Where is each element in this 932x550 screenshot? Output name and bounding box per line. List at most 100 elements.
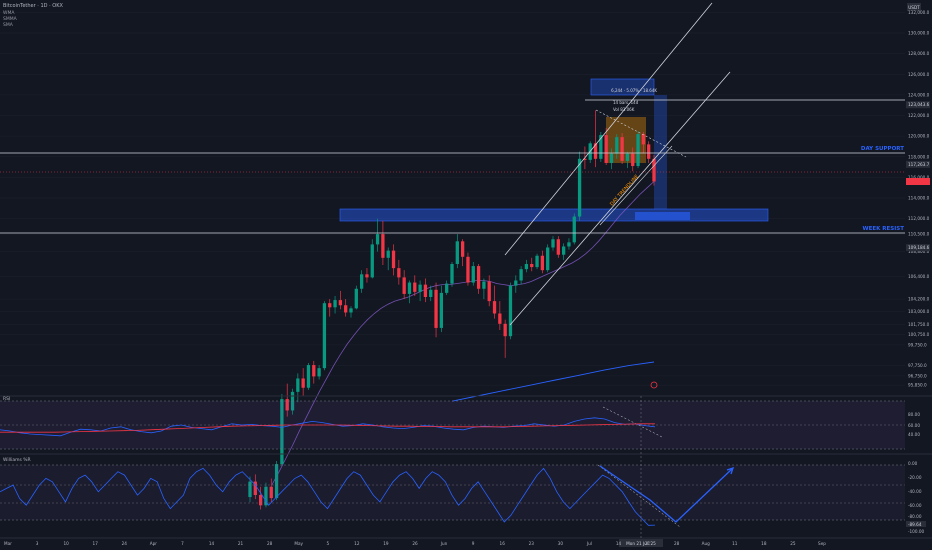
wr-arrow-head xyxy=(726,466,735,475)
wr-dashed-line[interactable] xyxy=(597,464,681,528)
candle-body xyxy=(450,264,454,284)
candle xyxy=(551,236,555,251)
cursor-date-badge xyxy=(619,539,663,547)
price-tick-label: 128,000.0 xyxy=(908,51,930,56)
time-tick-label: 26 xyxy=(412,541,418,546)
candle xyxy=(535,253,539,270)
channel-lower-line[interactable] xyxy=(509,71,731,326)
candle xyxy=(615,134,619,159)
rsi-pane: RSI 80.00 60.00 40.00 xyxy=(0,395,932,450)
candle xyxy=(386,247,390,271)
indicator-sma-label[interactable]: SMA xyxy=(3,22,14,28)
candle xyxy=(519,266,523,285)
candle xyxy=(540,250,545,274)
candle xyxy=(593,110,598,168)
williams-label[interactable]: Williams %R xyxy=(3,457,31,463)
candle xyxy=(599,132,603,162)
wr-projection-arrow[interactable] xyxy=(599,465,734,523)
candle-body xyxy=(492,301,497,314)
williams-line xyxy=(0,467,656,526)
candle-body xyxy=(344,305,348,313)
wr-last-value: -89.64 xyxy=(908,522,922,527)
candle xyxy=(609,148,614,170)
candle xyxy=(636,130,640,169)
price-tick-label: 99,750.0 xyxy=(908,342,927,347)
candle-body xyxy=(386,250,390,258)
descending-line[interactable] xyxy=(595,109,687,158)
wr-tick-80: -80.00 xyxy=(908,514,922,519)
price-axis[interactable]: USDT 132,000.0 130,000.0 128,000.0 126,000.… xyxy=(905,0,932,396)
candle xyxy=(402,270,406,300)
price-marker xyxy=(906,178,930,185)
price-marker-label: 109,184.6 xyxy=(908,245,930,250)
indicator-wma-label[interactable]: WMA xyxy=(3,10,15,16)
measure-zone-top[interactable] xyxy=(590,78,655,96)
time-tick-label: Aug xyxy=(702,541,711,546)
rsi-line xyxy=(0,417,656,437)
candle-body xyxy=(280,399,284,465)
candle xyxy=(508,282,513,340)
currency-badge[interactable] xyxy=(907,3,921,11)
candle-body xyxy=(561,246,566,255)
candle xyxy=(476,264,481,294)
candle-body xyxy=(253,481,257,495)
price-marker: 123,043.6 xyxy=(906,101,930,109)
price-tick-label: 101,750.0 xyxy=(908,322,930,327)
candle-body xyxy=(317,368,321,377)
wr-tick-20: -20.00 xyxy=(908,475,922,480)
time-tick-label: 30 xyxy=(558,541,564,546)
price-marker-bg xyxy=(906,101,930,109)
candle xyxy=(567,238,571,250)
price-tick-label: 132,000.0 xyxy=(908,10,930,15)
candle-body xyxy=(540,255,545,271)
price-tick-label: 95,850.0 xyxy=(908,383,927,388)
candle xyxy=(429,285,433,302)
candle xyxy=(487,275,491,307)
candle xyxy=(370,239,374,279)
indicator-smma-label[interactable]: SMMA xyxy=(3,16,18,22)
rsi-tick-60: 60.00 xyxy=(908,423,920,428)
candle-body xyxy=(354,288,358,309)
sma-line xyxy=(451,361,655,402)
time-tick-label: 28 xyxy=(267,541,273,546)
candle xyxy=(253,474,257,500)
price-marker-bg xyxy=(906,160,930,168)
price-marker-bg xyxy=(906,244,930,252)
candle xyxy=(641,132,646,154)
week-resist-label: WEEK RESIST xyxy=(863,226,905,232)
candle xyxy=(285,383,289,417)
time-tick-label: 9 xyxy=(472,541,475,546)
channel-upper-line[interactable] xyxy=(504,2,713,256)
price-marker: 109,184.6 xyxy=(906,244,930,252)
candle-body xyxy=(476,266,481,289)
resistance-zone[interactable] xyxy=(339,208,769,222)
candle xyxy=(546,244,550,273)
wr-tick-100: -100.00 xyxy=(908,529,924,534)
time-tick-label: Jun xyxy=(440,541,448,546)
candle-body xyxy=(498,313,502,324)
candle xyxy=(397,259,401,285)
price-tick-label: 120,000.0 xyxy=(908,134,930,139)
time-tick-label: 18 xyxy=(761,541,767,546)
price-tick-label: 116,000.0 xyxy=(908,175,930,180)
candle xyxy=(556,236,560,258)
candle-body xyxy=(359,274,364,289)
day-trendline[interactable] xyxy=(599,145,673,226)
candle-body xyxy=(306,365,311,388)
symbol-title[interactable]: BitcoinTether · 1D · OKX xyxy=(3,3,63,9)
candle xyxy=(333,295,337,314)
alert-icon[interactable] xyxy=(650,381,658,389)
candle-body xyxy=(519,269,523,281)
price-tick-label: 106,400.0 xyxy=(908,274,930,279)
candle xyxy=(466,252,470,286)
currency-label: USDT xyxy=(908,5,920,10)
rsi-divergence-line[interactable] xyxy=(602,406,663,438)
time-tick-label: 21 xyxy=(645,541,651,546)
candle-body xyxy=(407,282,412,294)
candle-body xyxy=(455,241,459,264)
time-axis[interactable]: Mon 21 Jul '25 xyxy=(0,396,932,547)
rsi-label[interactable]: RSI xyxy=(3,396,10,402)
candle-body xyxy=(593,143,598,159)
price-tick-label: 108,800.0 xyxy=(908,249,930,254)
